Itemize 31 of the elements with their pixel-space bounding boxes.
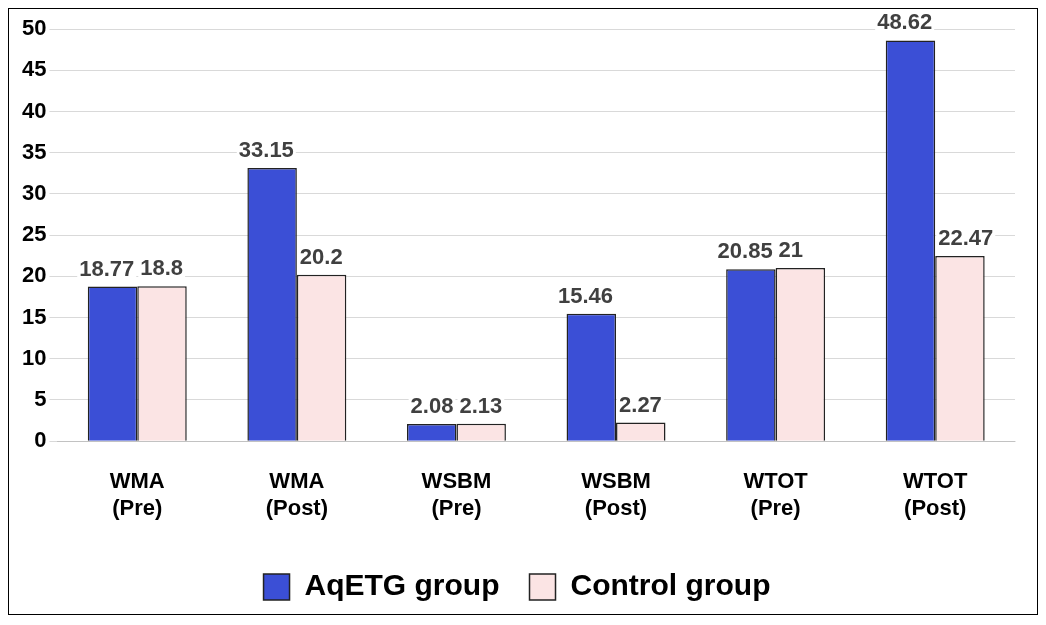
x-tick-label: WTOT (Pre) (743, 468, 809, 520)
y-tick-label: 25 (21, 221, 47, 247)
data-label: 2.13 (459, 392, 503, 418)
y-tick-label: 35 (21, 138, 47, 164)
data-label: 20.2 (299, 243, 343, 269)
y-tick-label: 15 (21, 303, 47, 329)
data-label: 33.15 (238, 136, 294, 162)
data-label: 2.27 (619, 391, 662, 417)
data-label: 15.46 (557, 282, 614, 308)
data-label: 21 (778, 237, 804, 263)
legend-label: Control group (570, 568, 771, 602)
x-tick-label: WMA (Post) (265, 468, 329, 520)
data-label: 20.85 (717, 238, 773, 264)
legend-label: AqETG group (304, 568, 500, 602)
y-tick-label: 45 (21, 56, 47, 82)
x-tick-label: WTOT (Post) (903, 468, 968, 520)
data-label: 2.08 (410, 393, 454, 419)
y-tick-label: 40 (21, 97, 47, 123)
y-tick-label: 10 (21, 344, 47, 370)
y-tick-label: 20 (21, 262, 47, 288)
x-tick-label: WSBM (Post) (581, 468, 651, 520)
x-tick-label: WSBM (Pre) (421, 468, 492, 520)
y-tick-label: 30 (21, 179, 47, 205)
y-tick-label: 50 (21, 15, 47, 41)
data-label: 48.62 (877, 9, 933, 35)
y-tick-label: 0 (34, 427, 47, 453)
data-label: 18.77 (79, 255, 135, 281)
y-tick-label: 5 (34, 386, 47, 412)
x-tick-label: WMA (Pre) (109, 468, 165, 520)
data-label: 22.47 (938, 225, 994, 251)
data-label: 18.8 (140, 255, 184, 281)
